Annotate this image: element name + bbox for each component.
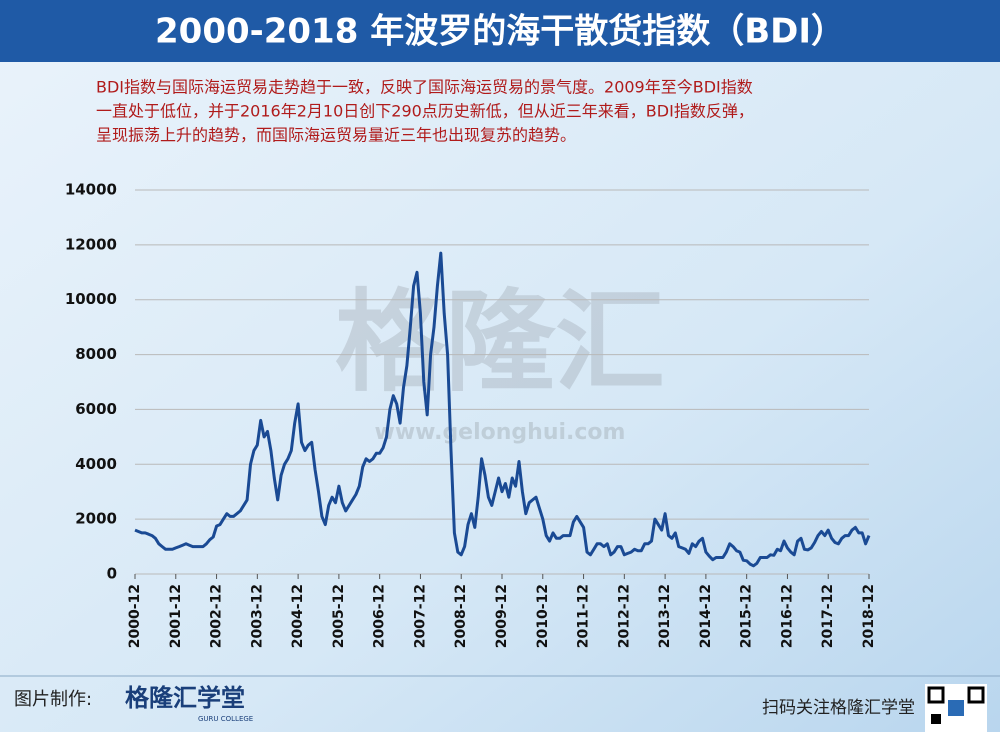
chart-title: 2000-2018 年波罗的海干散货指数（BDI） <box>155 12 845 52</box>
subtitle-line: BDI指数与国际海运贸易走势趋于一致，反映了国际海运贸易的景气度。2009年至今… <box>96 78 753 97</box>
qr-code <box>925 684 987 732</box>
y-tick-label: 0 <box>107 565 117 583</box>
subtitle-line: 一直处于低位，并于2016年2月10日创下290点历史新低，但从近三年来看，BD… <box>96 102 754 121</box>
x-tick-label: 2012-12 <box>616 584 632 648</box>
footer-logo-sub: GURU COLLEGE <box>198 715 253 723</box>
x-tick-label: 2009-12 <box>494 584 510 648</box>
y-tick-label: 2000 <box>75 510 117 528</box>
x-tick-label: 2010-12 <box>535 584 551 648</box>
x-tick-label: 2006-12 <box>372 584 388 648</box>
x-tick-label: 2007-12 <box>412 584 428 648</box>
y-tick-label: 12000 <box>65 235 117 253</box>
footer-left: 图片制作: <box>14 689 92 710</box>
footer-logo: 格隆汇学堂 <box>125 684 245 712</box>
x-tick-label: 2001-12 <box>168 584 184 648</box>
subtitle-line: 呈现振荡上升的趋势，而国际海运贸易量近三年也出现复苏的趋势。 <box>96 126 576 145</box>
watermark-url: www.gelonghui.com <box>375 420 626 445</box>
x-tick-label: 2017-12 <box>820 584 836 648</box>
y-tick-label: 8000 <box>75 345 117 363</box>
x-tick-label: 2011-12 <box>576 584 592 648</box>
x-tick-label: 2015-12 <box>739 584 755 648</box>
x-tick-label: 2005-12 <box>331 584 347 648</box>
x-tick-label: 2013-12 <box>657 584 673 648</box>
y-tick-label: 4000 <box>75 455 117 473</box>
header-bar <box>0 0 1000 62</box>
x-tick-label: 2016-12 <box>779 584 795 648</box>
footer-right: 扫码关注格隆汇学堂 <box>762 698 915 718</box>
y-tick-label: 6000 <box>75 400 117 418</box>
x-tick-label: 2004-12 <box>290 584 306 648</box>
x-tick-label: 2018-12 <box>861 584 877 648</box>
y-tick-label: 14000 <box>65 181 117 199</box>
data-line <box>134 251 871 568</box>
x-tick-label: 2003-12 <box>249 584 265 648</box>
subtitle: BDI指数与国际海运贸易走势趋于一致，反映了国际海运贸易的景气度。2009年至今… <box>96 78 754 145</box>
y-tick-label: 10000 <box>65 290 117 308</box>
x-tick-label: 2008-12 <box>453 584 469 648</box>
x-tick-label: 2014-12 <box>698 584 714 648</box>
watermark: 格隆汇 <box>335 278 665 406</box>
x-tick-label: 2002-12 <box>209 584 225 648</box>
x-tick-label: 2000-12 <box>127 584 143 648</box>
